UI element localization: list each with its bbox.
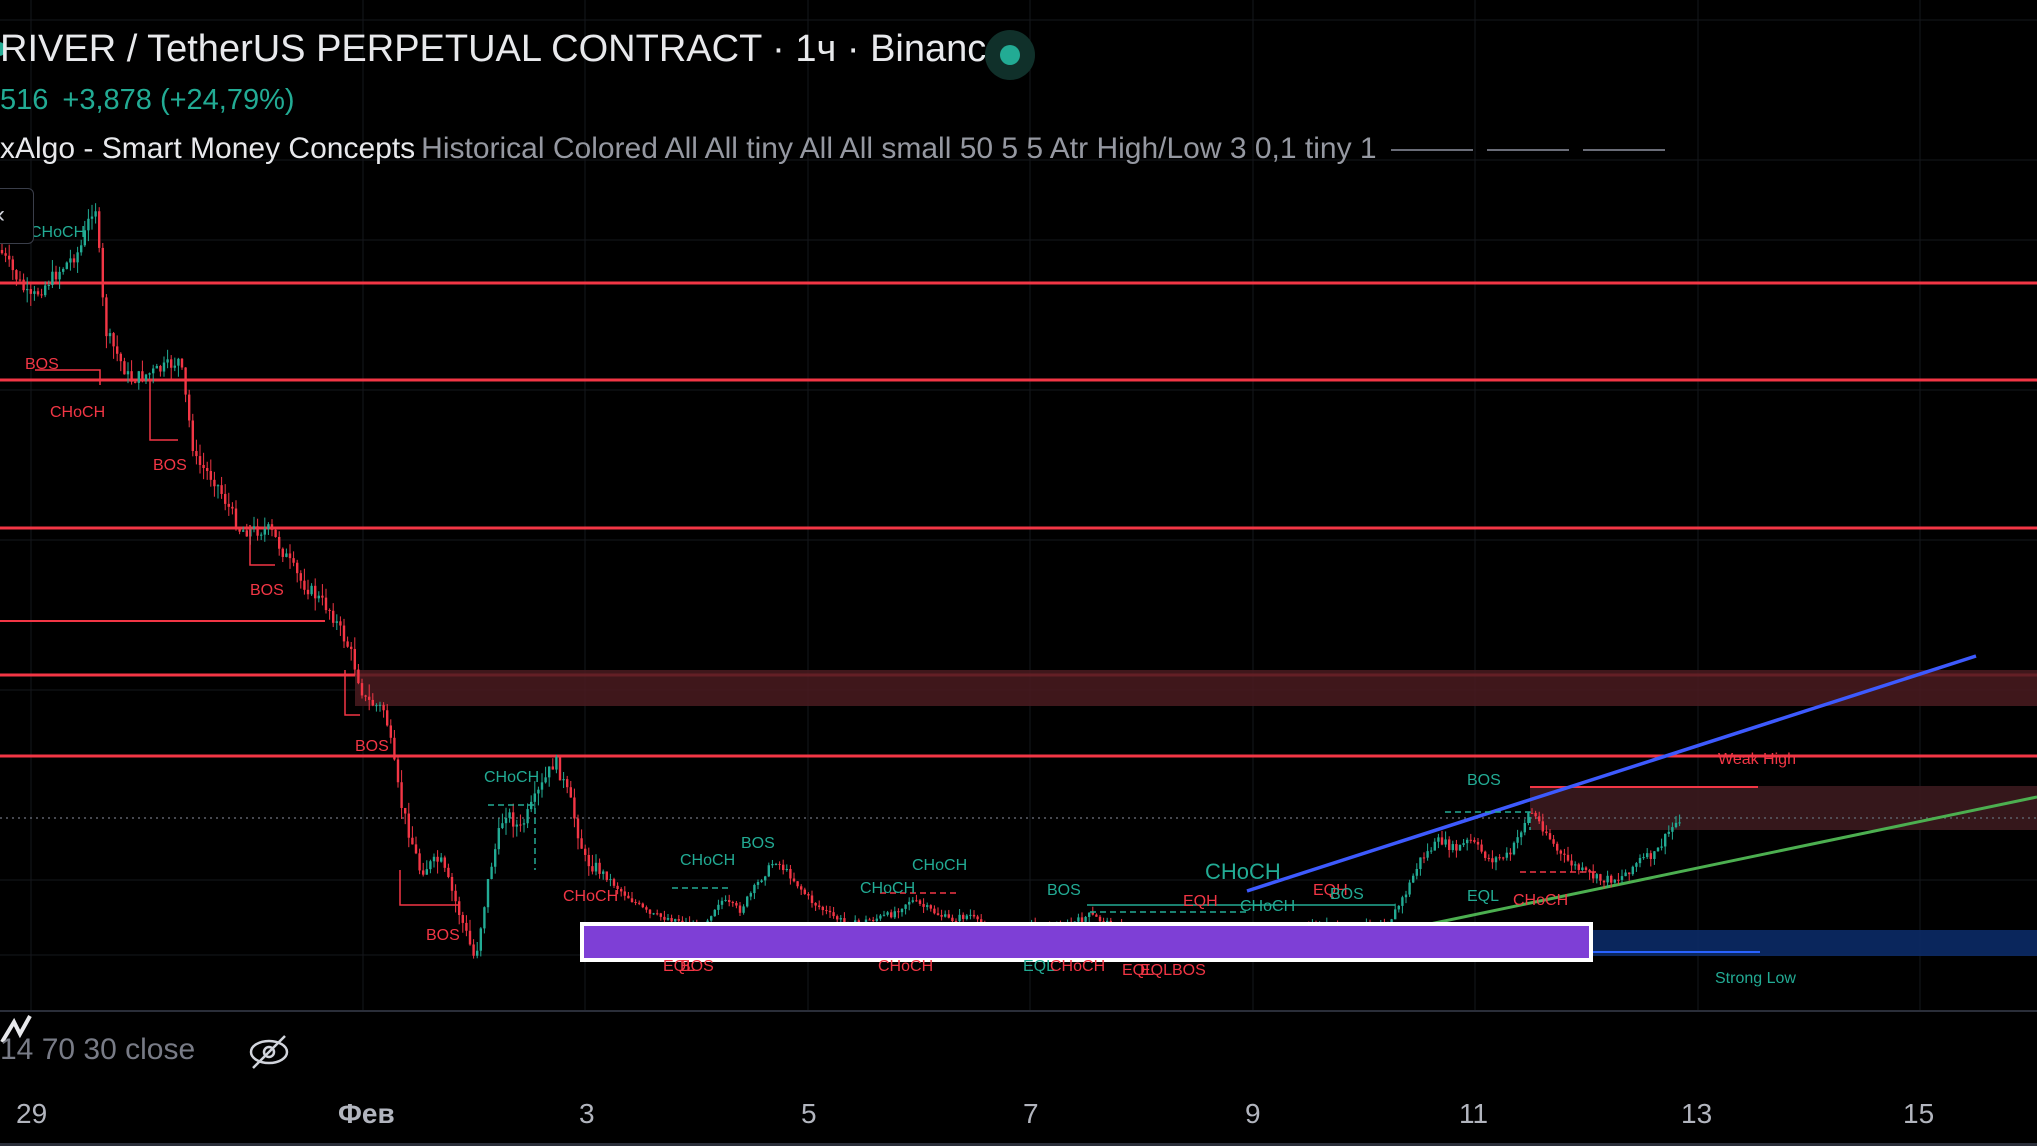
upper-trendline <box>1246 654 1977 893</box>
symbol-title[interactable]: RIVER / TetherUS PERPETUAL CONTRACT · 1ч… <box>0 28 1008 70</box>
x-tick-11: 11 <box>1459 1098 1489 1129</box>
indicator-params: Historical Colored All All tiny All All … <box>421 132 1377 165</box>
supply-zone-lower <box>1530 786 2037 830</box>
market-status-icon[interactable] <box>985 30 1035 80</box>
indicator-legend[interactable]: xAlgo - Smart Money Concepts Historical C… <box>0 132 1665 166</box>
chevron-left-icon: ‹ <box>0 201 5 229</box>
weak-high-label: Weak High <box>1718 751 1796 768</box>
choch-label-4: CHoCH <box>563 888 619 905</box>
choch-label-6: CHoCH <box>912 857 968 874</box>
line-style-sample-2 <box>1486 149 1569 152</box>
choch-label-8: CHoCH <box>878 958 934 975</box>
bos-label-9: BOS <box>1172 962 1206 979</box>
rsi-legend[interactable]: 14 70 30 close <box>0 1033 196 1066</box>
eql-label-4: EQL <box>1140 962 1173 979</box>
choch-label-1: CHoCH <box>30 224 86 241</box>
eqh-label-2: EQH <box>1313 882 1348 899</box>
line-style-sample-1 <box>1390 149 1473 152</box>
last-price: 516 <box>0 84 49 116</box>
bottom-border <box>0 1143 2037 1146</box>
bos-label-5: BOS <box>426 927 460 944</box>
choch-label-3: CHoCH <box>484 769 540 786</box>
eql-label-5: EQL <box>1467 888 1500 905</box>
choch-label-9: CHoCH <box>1050 958 1106 975</box>
eql-label-1: EQL <box>663 958 696 975</box>
lower-trendline <box>1429 795 2037 926</box>
price-change: +3,878 (+24,79%) <box>62 84 295 116</box>
bos-label-7: BOS <box>680 958 714 975</box>
pane-separator[interactable] <box>0 1010 2037 1012</box>
eql-label-3: EQL <box>1122 962 1155 979</box>
choch-label-11: CHoCH <box>1513 892 1569 909</box>
demand-zone <box>580 922 1593 962</box>
choch-label-2: CHoCH <box>50 404 106 421</box>
x-tick-7: 7 <box>1023 1098 1039 1129</box>
bos-label-2: BOS <box>153 457 187 474</box>
choch-label-5: CHoCH <box>680 852 736 869</box>
bos-label-4: BOS <box>355 738 389 755</box>
bos-label-6: BOS <box>741 835 775 852</box>
eye-off-icon[interactable] <box>245 1028 293 1076</box>
pane-icon <box>0 1015 32 1044</box>
choch-label-big: CHoCH <box>1205 859 1281 884</box>
bos-label-8: BOS <box>1047 882 1081 899</box>
bos-label-11: BOS <box>1467 772 1501 789</box>
x-tick-feb: Фев <box>338 1098 395 1129</box>
line-style-sample-3 <box>1582 149 1665 152</box>
choch-label-7: CHoCH <box>860 880 916 897</box>
x-tick-5: 5 <box>801 1098 817 1129</box>
bos-label-10: BOS <box>1330 886 1364 903</box>
bos-label-3: BOS <box>250 582 284 599</box>
eqh-label-1: EQH <box>1183 893 1218 910</box>
symbol-dot <box>0 42 6 56</box>
structure-lines <box>35 369 1600 913</box>
x-tick-29: 29 <box>16 1098 48 1129</box>
supply-zone-upper <box>355 670 2037 706</box>
eql-label-2: EQL <box>1023 958 1056 975</box>
bos-label-1: BOS <box>25 356 59 373</box>
x-tick-3: 3 <box>579 1098 595 1129</box>
collapse-legend-button[interactable]: ‹ <box>0 188 34 244</box>
strong-low-label: Strong Low <box>1715 970 1796 987</box>
candlestick-series <box>0 203 1681 959</box>
x-tick-15: 15 <box>1903 1098 1935 1129</box>
x-tick-13: 13 <box>1681 1098 1713 1129</box>
price-line: 516 +3,878 (+24,79%) <box>0 84 295 117</box>
x-tick-9: 9 <box>1245 1098 1261 1129</box>
indicator-name[interactable]: xAlgo - Smart Money Concepts <box>0 132 416 165</box>
choch-label-10: CHoCH <box>1240 898 1296 915</box>
